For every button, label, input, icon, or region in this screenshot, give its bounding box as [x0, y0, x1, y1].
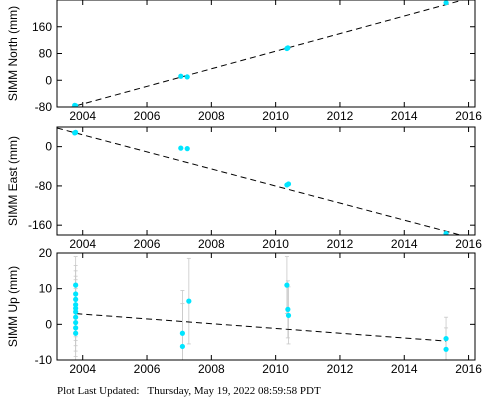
panel-up: 2004 2006 2008 2010 2012 2014 2016 -10 0 10 20 SIMM…	[6, 246, 482, 376]
data-point	[443, 346, 449, 352]
data-point	[73, 291, 79, 297]
x-tick-label: 2004	[69, 237, 96, 251]
data-point	[178, 73, 184, 79]
y-tick-label: 0	[45, 317, 52, 331]
y-tick-label: -160	[28, 218, 52, 232]
data-point	[73, 296, 79, 302]
x-tick-label: 2004	[69, 109, 96, 123]
x-tick-label: 2006	[134, 362, 161, 376]
y-tick-label: -80	[35, 100, 53, 114]
trend-line	[69, 0, 465, 107]
data-point	[73, 302, 79, 308]
x-tick-label: 2012	[327, 109, 354, 123]
y-tick-label: 20	[39, 246, 53, 260]
data-point	[178, 145, 184, 151]
trend-line	[57, 127, 463, 235]
data-point	[73, 305, 79, 311]
x-tick-label: 2006	[134, 237, 161, 251]
y-tick-label: 0	[45, 140, 52, 154]
trend-line	[76, 313, 447, 342]
data-point	[73, 282, 79, 288]
y-axis-label: SIMM East (mm)	[6, 136, 20, 226]
y-tick-label: 80	[39, 47, 53, 61]
x-tick-label: 2008	[198, 109, 225, 123]
plot-area	[73, 256, 449, 360]
data-point	[73, 314, 79, 320]
data-point	[285, 181, 292, 187]
data-point	[179, 330, 185, 336]
x-tick-label: 2014	[391, 237, 418, 251]
data-point	[73, 319, 79, 326]
y-tick-label: 0	[45, 73, 52, 87]
x-tick-label: 2012	[327, 362, 354, 376]
y-tick-label: 160	[32, 20, 52, 34]
panel-east: 2004 2006 2008 2010 2012 2014 2016 -160 -80 0 SIMM…	[6, 126, 482, 251]
y-tick-label: -10	[35, 353, 53, 367]
plot-area	[57, 127, 463, 235]
plot-area	[69, 0, 465, 107]
data-point	[73, 129, 79, 135]
y-tick-label: -80	[35, 179, 53, 193]
data-point	[285, 45, 291, 51]
x-tick-label: 2010	[262, 362, 289, 376]
data-point	[285, 312, 292, 319]
x-tick-label: 2008	[198, 362, 225, 376]
y-axis-label: SIMM Up (mm)	[6, 266, 20, 347]
plot-frame	[56, 0, 476, 108]
plot-updated-footer: Plot Last Updated: Thursday, May 19, 202…	[57, 385, 321, 397]
panel-north: 2004 2006 2008 2010 2012 2014 2016 -80 0 80 160 SIM…	[6, 0, 482, 123]
data-point	[443, 0, 449, 6]
data-point	[73, 330, 79, 336]
data-point	[443, 336, 449, 342]
x-tick-label: 2014	[391, 109, 418, 123]
data-point	[184, 74, 190, 80]
data-point	[73, 103, 79, 107]
x-tick-label: 2006	[134, 109, 161, 123]
data-point	[179, 343, 185, 350]
y-axis-label: SIMM North (mm)	[6, 6, 20, 101]
x-tick-label: 2010	[262, 109, 289, 123]
x-tick-label: 2014	[391, 362, 418, 376]
data-point	[73, 309, 79, 315]
data-point	[443, 230, 449, 235]
x-tick-label: 2012	[327, 237, 354, 251]
data-point	[73, 325, 79, 331]
plot-frame	[56, 252, 476, 361]
y-tick-label: 10	[39, 282, 53, 296]
plot-frame	[56, 126, 476, 236]
x-tick-label: 2016	[455, 109, 482, 123]
data-point	[186, 298, 192, 304]
data-point	[284, 282, 290, 288]
x-tick-label: 2008	[198, 237, 225, 251]
x-tick-label: 2004	[69, 362, 96, 376]
x-tick-label: 2010	[262, 237, 289, 251]
x-tick-label: 2016	[455, 362, 482, 376]
x-tick-label: 2016	[455, 237, 482, 251]
data-point	[184, 146, 190, 152]
data-point	[285, 306, 291, 312]
